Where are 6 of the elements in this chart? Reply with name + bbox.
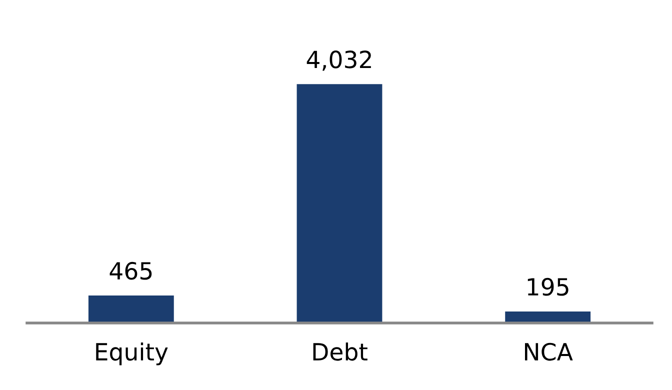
data-label: 4,032 bbox=[306, 50, 371, 71]
x-tick-label: Equity bbox=[96, 342, 168, 366]
x-tick-label: Debt bbox=[313, 342, 368, 361]
data-label: 465 bbox=[110, 262, 152, 280]
data-label: 195 bbox=[528, 278, 568, 296]
x-tick-label: NCA bbox=[525, 342, 573, 361]
